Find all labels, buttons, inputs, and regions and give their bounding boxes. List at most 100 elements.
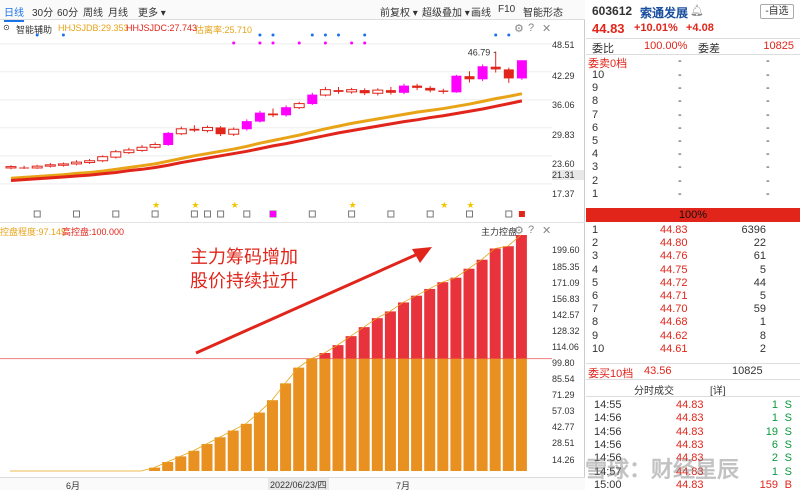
signal-star: ★ <box>349 200 357 210</box>
favorite-button[interactable]: -自选 <box>760 4 794 19</box>
signal-dot <box>337 33 340 37</box>
smart-pattern-button[interactable]: 智能形态 <box>523 8 563 19</box>
sell-level: 9 <box>592 82 599 95</box>
buy-volume: 5 <box>759 263 766 276</box>
control-bar <box>411 358 423 471</box>
trade-flag: S <box>784 438 792 451</box>
candle <box>490 66 501 70</box>
buy-level-row: 6 44.71 5 <box>586 290 800 303</box>
candle <box>19 167 30 169</box>
time-axis: 6月 2022/06/23/四 7月 <box>0 477 585 490</box>
candle <box>438 90 449 92</box>
help-icon[interactable]: ? <box>528 22 535 34</box>
indicator-name: 智能辅助 <box>16 25 53 35</box>
high-control-bar <box>437 282 449 359</box>
candle <box>293 103 305 109</box>
signal-dot <box>232 41 236 45</box>
control-bar <box>227 430 239 471</box>
buy-level: 1 <box>592 224 599 236</box>
control-bar <box>358 358 370 471</box>
tab-more[interactable]: 更多 ▾ <box>138 8 166 19</box>
control-bar <box>319 358 331 471</box>
high-control-bar <box>319 353 331 359</box>
high-control-bar <box>345 336 357 359</box>
overlay-dropdown[interactable]: 超级叠加 ▾ <box>422 8 470 19</box>
lower-tick: 28.51 <box>552 438 575 448</box>
trade-time: 14:57 <box>594 465 622 478</box>
trade-volume: 159 <box>759 478 778 490</box>
collapse-icon[interactable]: ⊙ <box>3 23 10 32</box>
tab-30min[interactable]: 30分 <box>32 8 54 19</box>
trade-time: 14:56 <box>594 452 622 465</box>
tab-60min[interactable]: 60分 <box>57 8 79 19</box>
control-bar <box>306 358 318 471</box>
alert-icon[interactable]: 🔔︎ <box>690 5 704 17</box>
trade-row: 14:56 44.83 1 S <box>586 412 800 425</box>
high-control-bar <box>358 327 370 359</box>
buy-price: 44.61 <box>660 342 688 355</box>
close-icon[interactable]: ✕ <box>542 225 552 237</box>
lower-pane-title: 主力控盘 <box>481 227 518 237</box>
signal-box <box>190 210 198 218</box>
signal-box <box>73 210 80 218</box>
control-bar <box>214 437 226 471</box>
candle <box>372 89 384 94</box>
trade-volume: 2 <box>771 452 778 465</box>
buy-price: 44.80 <box>660 237 688 250</box>
sell-level-row: 4-- <box>592 148 770 161</box>
candle <box>307 94 318 105</box>
annotation-arrow <box>195 251 421 355</box>
adjust-dropdown[interactable]: 前复权 ▾ <box>380 8 418 19</box>
buy-level-row: 5 44.72 44 <box>586 277 800 290</box>
signal-dot <box>323 33 327 37</box>
high-control-bar <box>398 302 409 359</box>
f10-button[interactable]: F10 <box>498 4 516 15</box>
close-icon[interactable]: ✕ <box>542 23 552 35</box>
draw-line-button[interactable]: 画线 <box>471 8 491 19</box>
lower-tick: 57.03 <box>552 406 575 416</box>
tab-weekly[interactable]: 周线 <box>83 8 103 19</box>
control-bar <box>201 444 213 471</box>
signal-dot <box>494 33 498 37</box>
buy-level-row: 3 44.76 61 <box>586 250 800 263</box>
help-icon[interactable]: ? <box>528 224 535 236</box>
buy-level: 8 <box>592 316 599 329</box>
high-control-bar <box>411 295 423 359</box>
control-bar <box>280 383 292 471</box>
trades-detail-link[interactable]: [详] <box>710 386 726 397</box>
weibi-label: 委比 <box>592 43 614 55</box>
candle <box>5 166 17 169</box>
buy-volume: 22 <box>753 237 766 250</box>
control-bar <box>267 400 278 471</box>
time-label-cursor: 2022/06/23/四 <box>268 478 329 490</box>
buy-price: 44.68 <box>660 316 688 329</box>
annotation-line: 股价持续拉升 <box>190 271 298 291</box>
legend-item: 高控盘:100.000 <box>62 227 125 237</box>
signal-dot <box>297 41 301 45</box>
high-control-bar <box>371 318 383 359</box>
signal-box <box>505 210 513 218</box>
kline-chart: 46.79 <box>0 33 552 185</box>
trade-flag: S <box>784 412 792 425</box>
sell-level-row: 9-- <box>592 82 770 95</box>
signal-dot <box>35 33 39 37</box>
buy-footer-label: 委买10档 <box>588 368 634 380</box>
settings-icon[interactable]: ⚙ <box>514 225 524 237</box>
signal-dot <box>61 33 65 37</box>
buy-level-row: 10 44.61 2 <box>586 343 800 356</box>
trade-time: 14:55 <box>594 399 622 411</box>
tab-monthly[interactable]: 月线 <box>108 8 128 19</box>
tab-daily[interactable]: 日线 <box>4 4 24 22</box>
trade-time: 15:00 <box>594 478 622 490</box>
signal-star: ★ <box>191 200 199 210</box>
buy-price: 44.70 <box>660 303 688 316</box>
settings-icon[interactable]: ⚙ <box>514 23 524 35</box>
control-bar <box>253 412 265 471</box>
weicha-label: 委差 <box>698 43 720 55</box>
signal-box <box>466 210 473 218</box>
price-tick: 42.29 <box>552 71 575 81</box>
trade-flag: S <box>784 465 792 478</box>
control-bar <box>502 358 514 471</box>
buy-price: 44.76 <box>660 250 688 263</box>
trade-time: 14:56 <box>594 425 622 438</box>
